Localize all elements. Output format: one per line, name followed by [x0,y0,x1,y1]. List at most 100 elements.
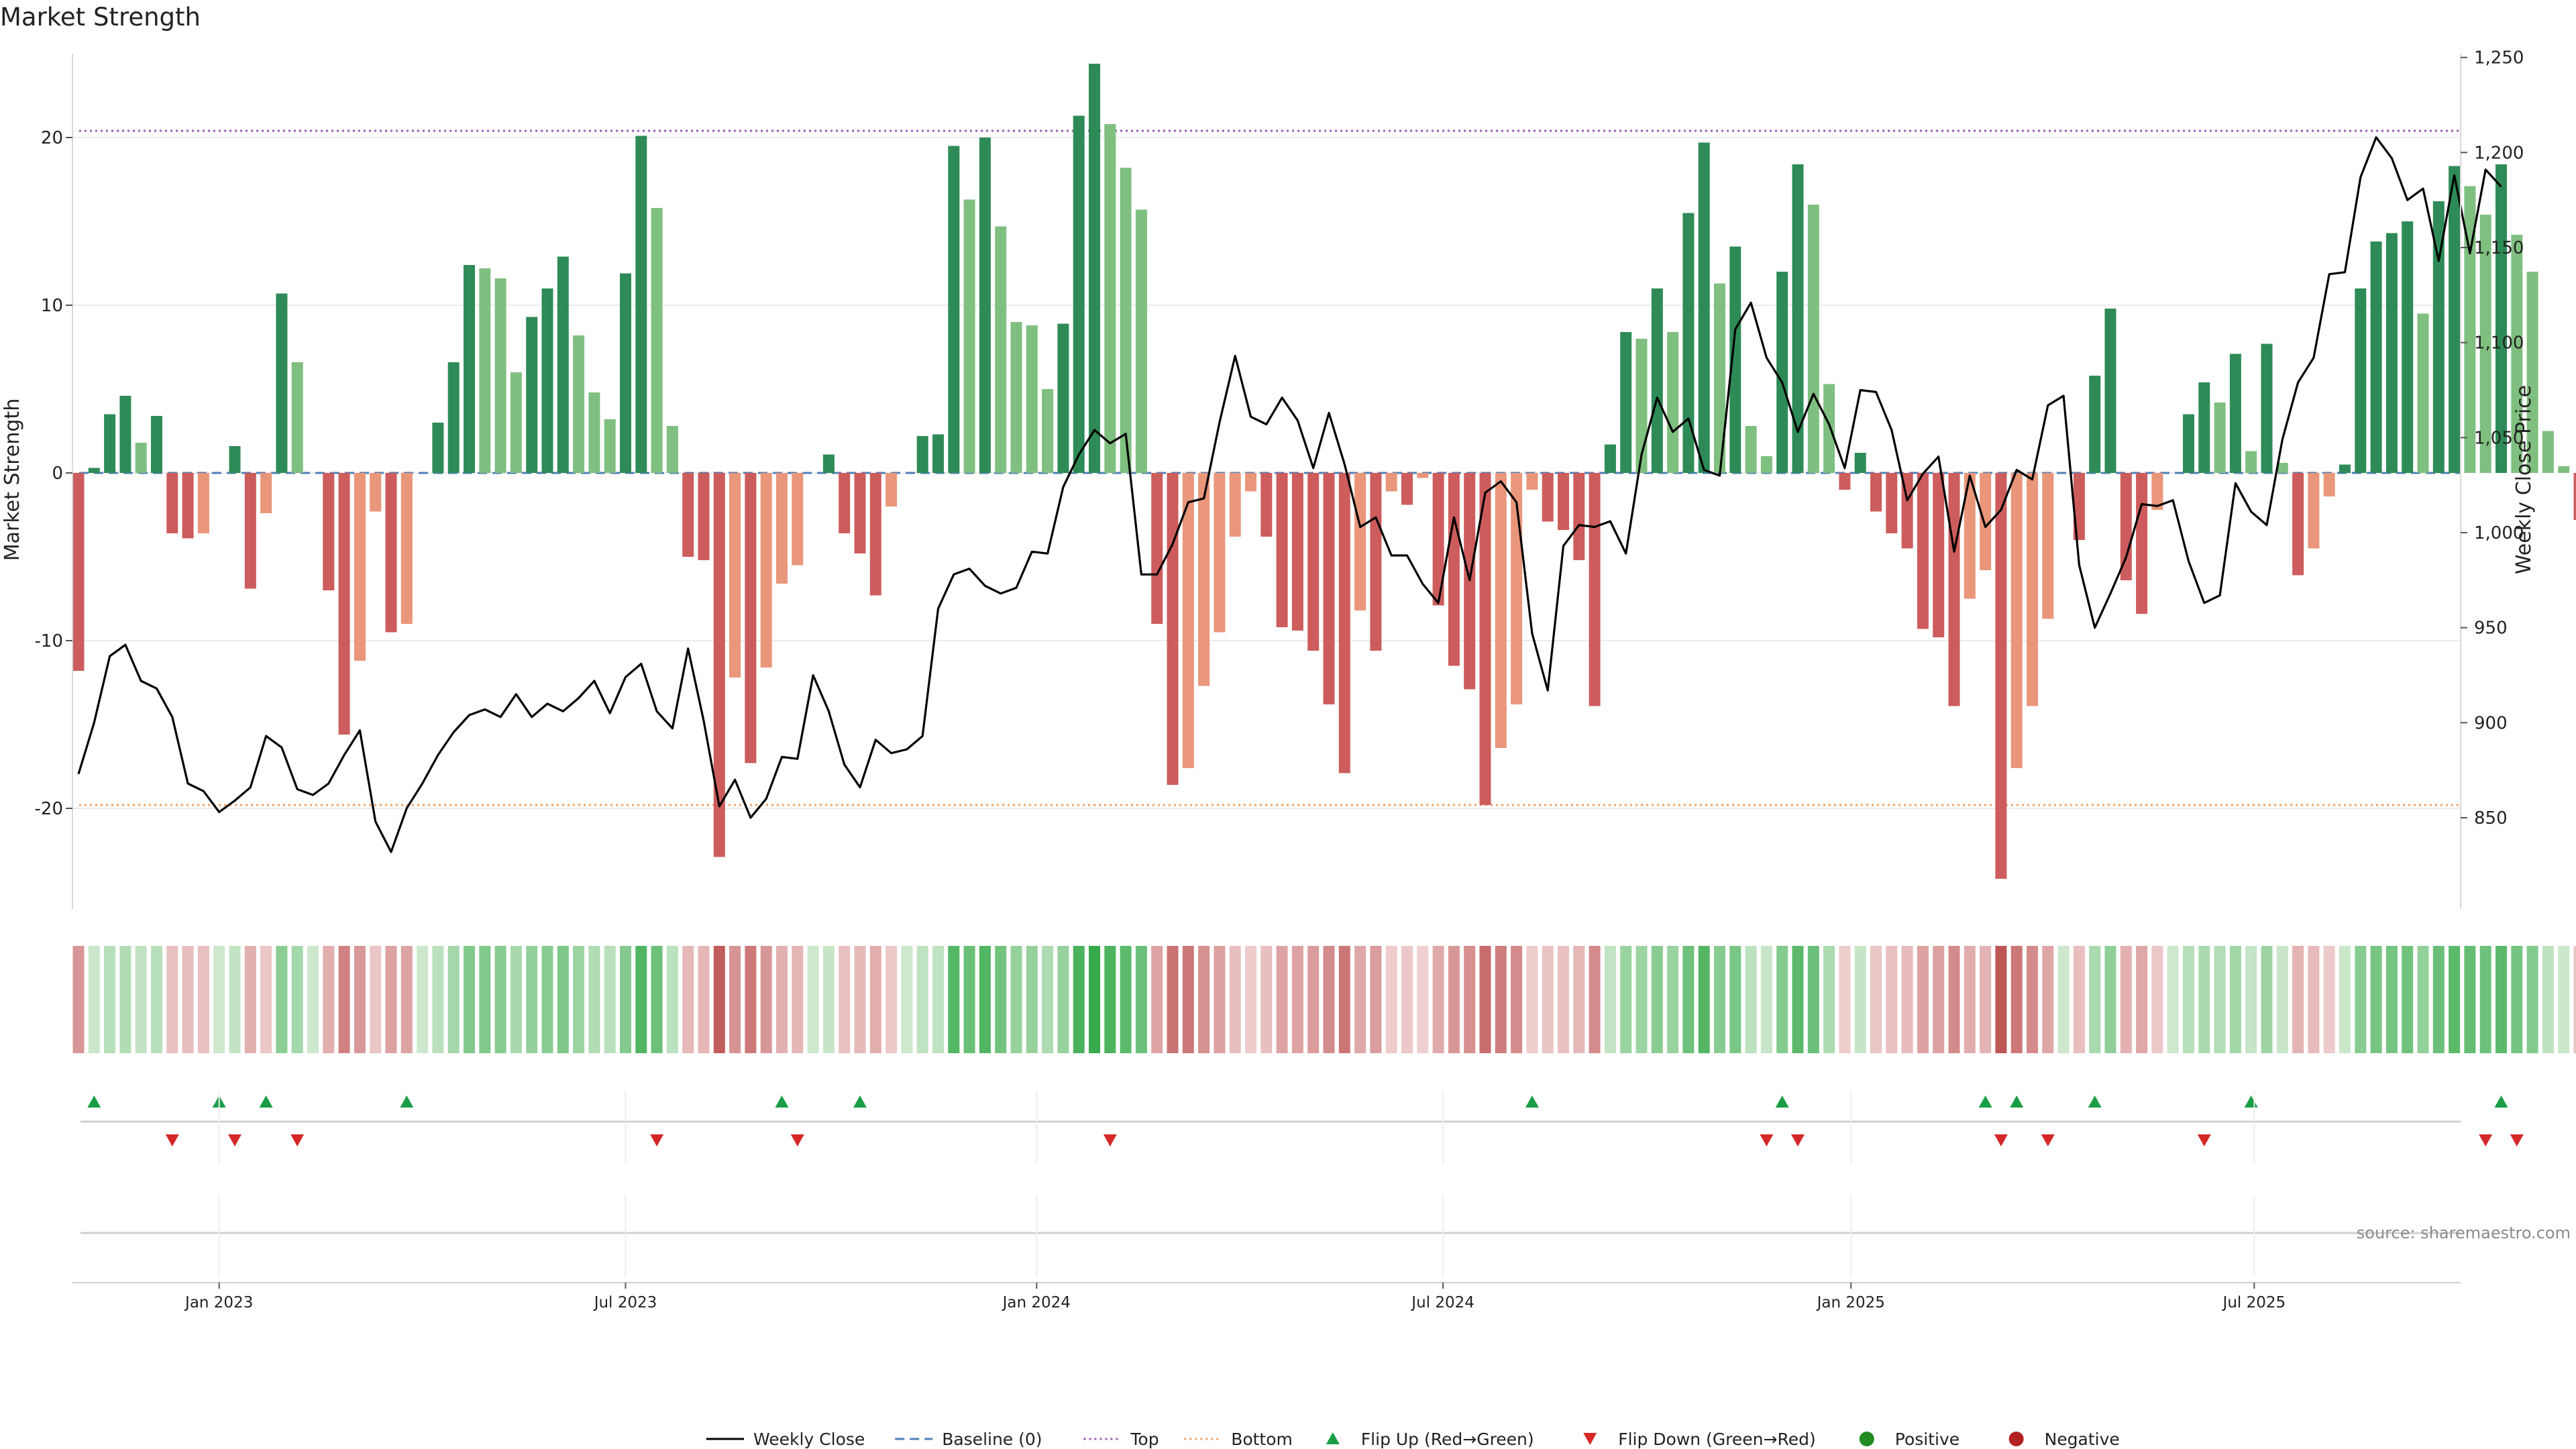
heat-cell [1526,946,1538,1053]
heat-cell [1964,946,1976,1053]
flip-up-marker [1525,1095,1539,1108]
legend-item: Flip Down (Green→Red) [1583,1430,1816,1449]
strength-bar [1042,389,1054,473]
heat-cell [260,946,272,1053]
weekly-close-line [77,136,2502,853]
heat-cell [2323,946,2335,1053]
heat-cell [1995,946,2007,1053]
heat-cell [2558,946,2570,1053]
strength-bar [72,473,85,671]
flip-down-marker [2479,1134,2493,1146]
strength-bar [2089,376,2101,473]
heat-cell [604,946,616,1053]
strength-bar [995,226,1007,473]
strength-bar [1354,473,1366,610]
heat-cell [713,946,725,1053]
strength-bar [713,473,725,857]
heat-cell [1901,946,1913,1053]
strength-bar [2323,473,2335,496]
heat-cell [1604,946,1616,1053]
heat-cell [1214,946,1226,1053]
heat-cell [291,946,303,1053]
strength-bar [2104,309,2116,473]
strength-bar [1198,473,1210,686]
heat-cell [244,946,256,1053]
legend-label: Flip Down (Green→Red) [1618,1430,1816,1449]
heat-cell [1104,946,1116,1053]
heat-cell [948,946,960,1053]
strength-bar [1839,473,1851,490]
strength-bar [1729,246,1741,473]
strength-bar [276,293,288,473]
strength-bar [651,208,663,473]
strength-bar [1135,209,1147,473]
heat-cell [464,946,475,1053]
heat-cell [2542,946,2554,1053]
y-axis-left-ticks: -20 -10 0 10 20 [35,128,72,819]
heat-cell [2104,946,2116,1053]
heat-cell [1714,946,1725,1053]
strength-bar [166,473,178,533]
heat-cell [2214,946,2226,1053]
heat-cell [963,946,975,1053]
heat-cell [400,946,413,1053]
strength-bar [1620,332,1632,473]
legend: Weekly Close Baseline (0) Top Bottom Flip Up… [706,1430,2120,1449]
strength-bar [666,426,678,473]
heat-cell [901,946,913,1053]
heat-cell [2042,946,2054,1053]
legend-item: Baseline (0) [895,1430,1042,1449]
strength-bar [2432,201,2445,473]
flip-down-marker [1994,1134,2008,1146]
strength-bar [338,473,350,735]
strength-bar [1542,473,1554,522]
x-tick-label: Jan 2023 [184,1294,253,1311]
heat-cell [1620,946,1632,1053]
strength-bar [588,392,600,473]
heat-cell [323,946,335,1053]
strength-bar [1260,473,1273,537]
strength-bar [229,446,241,473]
flip-up-marker [775,1095,789,1108]
flip-up-marker [2088,1095,2102,1108]
heat-cell [2276,946,2288,1053]
heat-cell [807,946,819,1053]
strength-bar [729,473,741,678]
strength-bar [1714,283,1725,473]
heat-cell [620,946,631,1053]
heat-cell [1354,946,1366,1053]
strength-bar [1760,456,1772,473]
heat-cell [1417,946,1429,1053]
heat-cell [916,946,928,1053]
strength-bar [1667,332,1679,473]
heat-cell [698,946,710,1053]
chart-title: Market Strength [0,3,201,32]
heat-cell [197,946,209,1053]
strength-bar [979,138,991,473]
heat-cell [2339,946,2351,1053]
strength-bar [1370,473,1382,651]
flip-up-marker [400,1095,414,1108]
heat-cell [1151,946,1163,1053]
heat-cell [2167,946,2179,1053]
heat-cell [1589,946,1601,1053]
flip-down-marker [1103,1134,1117,1146]
legend-label: Positive [1895,1430,1960,1449]
legend-swatch-circle [2008,1432,2024,1446]
strength-bar [2496,164,2507,473]
heat-cell [1745,946,1757,1053]
legend-item: Top [1083,1430,1159,1449]
axes [72,54,2461,909]
heat-cell [2464,946,2476,1053]
strength-bar [916,436,928,473]
heat-cell [1291,946,1303,1053]
heat-cell [682,946,694,1053]
heat-cell [885,946,898,1053]
heat-cell [666,946,678,1053]
strength-bar [2449,166,2461,473]
flip-down-marker [650,1134,664,1146]
strength-bar [323,473,335,590]
x-tick-label: Jul 2024 [1410,1294,1474,1311]
heat-cell [1245,946,1256,1053]
heat-cell [494,946,506,1053]
